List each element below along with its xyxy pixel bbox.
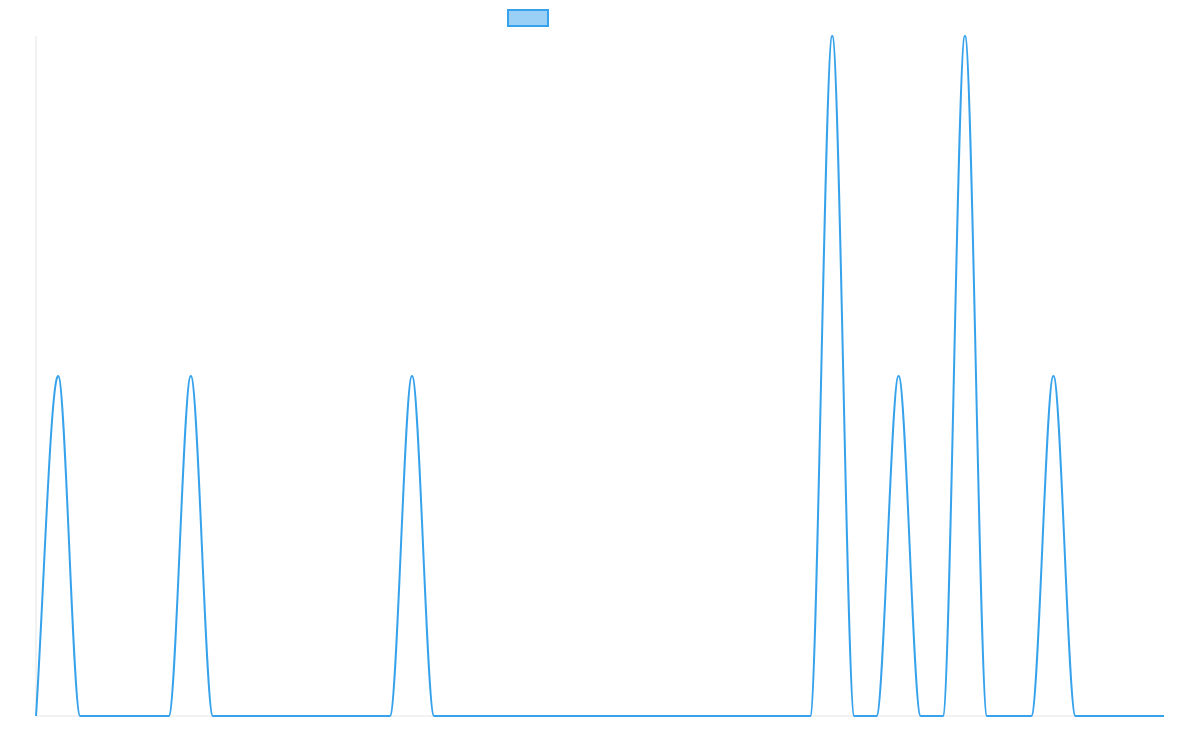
data-point[interactable] — [497, 713, 503, 719]
data-point[interactable] — [321, 713, 327, 719]
data-point[interactable] — [962, 33, 968, 39]
data-point[interactable] — [210, 713, 216, 719]
data-point[interactable] — [55, 373, 61, 379]
data-point[interactable] — [232, 713, 238, 719]
data-point[interactable] — [1139, 713, 1145, 719]
data-point[interactable] — [475, 713, 481, 719]
data-point[interactable] — [431, 713, 437, 719]
data-point[interactable] — [99, 713, 105, 719]
data-point[interactable] — [1006, 713, 1012, 719]
data-point[interactable] — [829, 33, 835, 39]
data-point[interactable] — [851, 713, 857, 719]
data-point[interactable] — [807, 713, 813, 719]
data-point[interactable] — [896, 373, 902, 379]
data-point[interactable] — [630, 713, 636, 719]
data-point[interactable] — [984, 713, 990, 719]
data-point[interactable] — [652, 713, 658, 719]
data-point[interactable] — [763, 713, 769, 719]
data-point[interactable] — [741, 713, 747, 719]
data-point[interactable] — [1028, 713, 1034, 719]
legend[interactable] — [507, 9, 549, 27]
data-point[interactable] — [564, 713, 570, 719]
data-point[interactable] — [719, 713, 725, 719]
series-line[interactable] — [35, 35, 1164, 717]
data-point[interactable] — [1117, 713, 1123, 719]
data-point[interactable] — [940, 713, 946, 719]
data-point[interactable] — [298, 713, 304, 719]
data-point[interactable] — [409, 373, 415, 379]
data-point[interactable] — [608, 713, 614, 719]
data-point[interactable] — [697, 713, 703, 719]
data-point[interactable] — [873, 713, 879, 719]
data-point[interactable] — [1050, 373, 1056, 379]
data-point[interactable] — [674, 713, 680, 719]
data-point[interactable] — [542, 713, 548, 719]
data-point[interactable] — [1073, 713, 1079, 719]
data-point[interactable] — [520, 713, 526, 719]
data-point[interactable] — [77, 713, 83, 719]
data-point[interactable] — [365, 713, 371, 719]
data-point[interactable] — [785, 713, 791, 719]
data-point[interactable] — [121, 713, 127, 719]
data-point[interactable] — [276, 713, 282, 719]
data-point[interactable] — [33, 713, 39, 719]
data-point[interactable] — [343, 713, 349, 719]
data-point[interactable] — [1161, 713, 1167, 719]
data-point[interactable] — [188, 373, 194, 379]
legend-swatch[interactable] — [507, 9, 549, 27]
data-point[interactable] — [1095, 713, 1101, 719]
series-layer — [33, 33, 1167, 719]
data-point[interactable] — [586, 713, 592, 719]
data-point[interactable] — [166, 713, 172, 719]
data-point[interactable] — [387, 713, 393, 719]
data-point[interactable] — [453, 713, 459, 719]
data-point[interactable] — [144, 713, 150, 719]
data-point[interactable] — [254, 713, 260, 719]
data-point[interactable] — [918, 713, 924, 719]
